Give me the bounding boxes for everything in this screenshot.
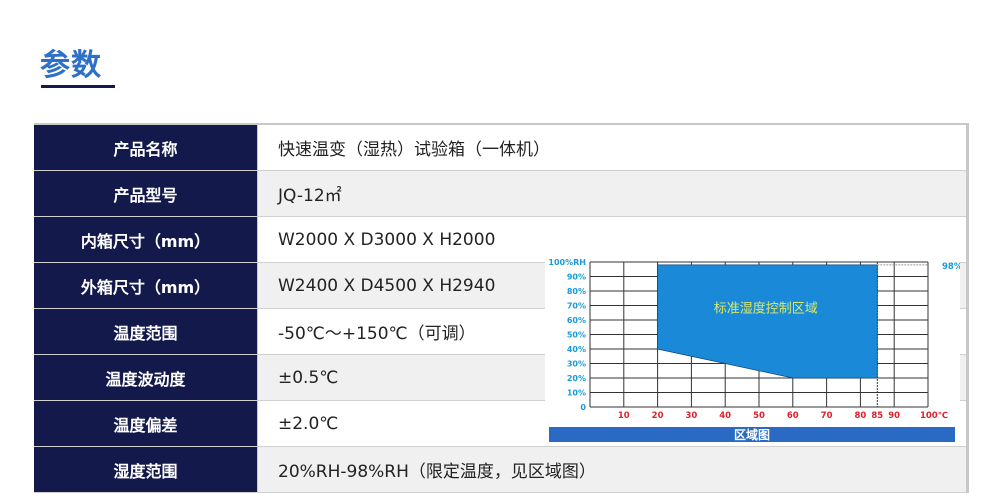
spec-value: W2000 X D3000 X H2000 bbox=[278, 229, 496, 250]
spec-row: 产品型号 JQ-12㎡ bbox=[34, 171, 966, 217]
spec-row: 内箱尺寸（mm） W2000 X D3000 X H2000 bbox=[34, 217, 966, 263]
page-title: 参数 bbox=[40, 48, 102, 83]
spec-value: -50℃～+150℃（可调） bbox=[278, 324, 476, 344]
y-tick-label: 0 bbox=[580, 403, 586, 412]
humidity-region-chart: 0 10% 20% 30% 40% 50% 60% 70% 80% 90% 100%RH 10 20 30… bbox=[545, 255, 963, 445]
y-tick-label: 80% bbox=[567, 287, 586, 296]
chart-title: 区域图 bbox=[734, 427, 770, 442]
spec-value: ±2.0℃ bbox=[278, 413, 339, 434]
spec-label: 温度范围 bbox=[34, 309, 258, 354]
spec-row: 温度范围 -50℃～+150℃（可调） bbox=[34, 309, 966, 355]
spec-label: 湿度范围 bbox=[34, 447, 258, 492]
chart-title-bar bbox=[549, 427, 955, 442]
spec-row: 湿度范围 20%RH-98%RH（限定温度，见区域图） bbox=[34, 447, 966, 493]
y-tick-label: 100%RH bbox=[548, 258, 586, 267]
spec-value: 快速温变（湿热）试验箱（一体机） bbox=[278, 140, 550, 160]
y-tick-label: 40% bbox=[567, 345, 586, 354]
chart-svg: 0 10% 20% 30% 40% 50% 60% 70% 80% 90% 100%RH 10 20 30… bbox=[548, 258, 963, 442]
x-tick-label: 80 bbox=[854, 411, 866, 421]
y-tick-label: 30% bbox=[567, 360, 586, 369]
spec-value: 20%RH-98%RH（限定温度，见区域图） bbox=[258, 447, 966, 492]
y-tick-label: 90% bbox=[567, 273, 586, 282]
x-tick-label: 100℃ bbox=[920, 411, 948, 421]
x-tick-label: 40 bbox=[719, 411, 731, 421]
x-tick-label: 70 bbox=[821, 411, 833, 421]
y-tick-label: 20% bbox=[567, 374, 586, 383]
x-tick-label: 90 bbox=[888, 411, 900, 421]
spec-label: 内箱尺寸（mm） bbox=[34, 217, 258, 262]
y-tick-label: 70% bbox=[567, 302, 586, 311]
x-tick-label: 50 bbox=[753, 411, 765, 421]
x-tick-label: 60 bbox=[787, 411, 799, 421]
x-tick-label: 30 bbox=[685, 411, 697, 421]
y-tick-label: 50% bbox=[567, 331, 586, 340]
spec-value: JQ-12㎡ bbox=[258, 171, 966, 216]
y-tick-label: 10% bbox=[567, 389, 586, 398]
region-label: 标准湿度控制区域 bbox=[714, 300, 818, 316]
x-tick-label: 85 bbox=[871, 411, 883, 421]
control-region bbox=[657, 264, 878, 379]
x-tick-label: 10 bbox=[618, 411, 630, 421]
x-tick-label: 20 bbox=[652, 411, 664, 421]
spec-label: 外箱尺寸（mm） bbox=[34, 263, 258, 308]
spec-table: 产品名称 快速温变（湿热）试验箱（一体机） 产品型号 JQ-12㎡ 内箱尺寸（mm） W2… bbox=[34, 123, 969, 493]
spec-label: 产品名称 bbox=[34, 125, 258, 170]
right-98-label: 98% bbox=[942, 262, 960, 272]
title-underline bbox=[41, 85, 115, 88]
spec-row: 产品名称 快速温变（湿热）试验箱（一体机） bbox=[34, 125, 966, 171]
spec-label: 产品型号 bbox=[34, 171, 258, 216]
spec-row: 温度偏差 ±2.0℃ bbox=[34, 401, 966, 447]
spec-label: 温度波动度 bbox=[34, 355, 258, 400]
y-tick-label: 60% bbox=[567, 316, 586, 325]
spec-label: 温度偏差 bbox=[34, 401, 258, 446]
